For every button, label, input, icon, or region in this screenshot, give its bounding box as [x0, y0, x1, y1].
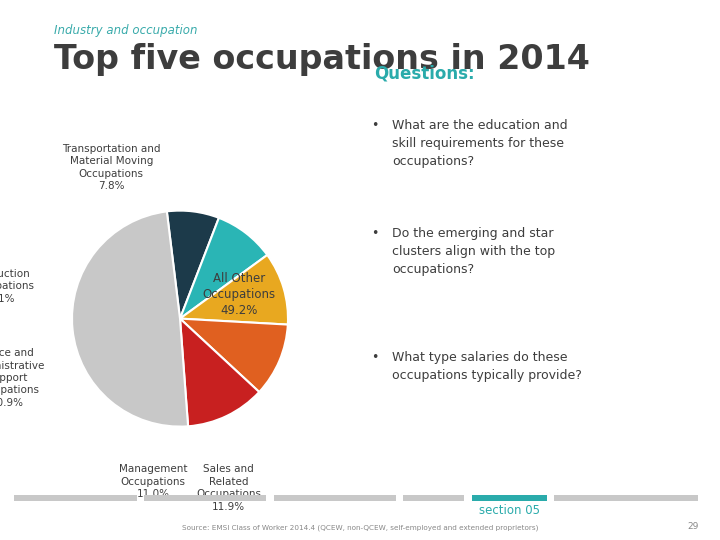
Text: What type salaries do these
occupations typically provide?: What type salaries do these occupations …	[392, 351, 582, 382]
Wedge shape	[167, 211, 219, 319]
Text: Questions:: Questions:	[374, 65, 475, 83]
Text: Source: EMSI Class of Worker 2014.4 (QCEW, non-QCEW, self-employed and extended : Source: EMSI Class of Worker 2014.4 (QCE…	[182, 525, 538, 531]
Text: Office and
Administrative
Support
Occupations
10.9%: Office and Administrative Support Occupa…	[0, 348, 45, 408]
Text: Top five occupations in 2014: Top five occupations in 2014	[54, 43, 590, 76]
Wedge shape	[180, 319, 259, 426]
Wedge shape	[72, 211, 188, 427]
Text: Do the emerging and star
clusters align with the top
occupations?: Do the emerging and star clusters align …	[392, 227, 556, 276]
Text: Industry and occupation: Industry and occupation	[54, 24, 197, 37]
Text: •: •	[371, 351, 378, 364]
Wedge shape	[180, 218, 267, 319]
Text: section 05: section 05	[479, 504, 540, 517]
Text: Production
Occupations
9.1%: Production Occupations 9.1%	[0, 269, 34, 303]
Wedge shape	[180, 255, 288, 325]
Text: Transportation and
Material Moving
Occupations
7.8%: Transportation and Material Moving Occup…	[62, 144, 161, 191]
Text: •: •	[371, 119, 378, 132]
Text: What are the education and
skill requirements for these
occupations?: What are the education and skill require…	[392, 119, 568, 168]
Text: All Other
Occupations
49.2%: All Other Occupations 49.2%	[203, 272, 276, 318]
Text: Sales and
Related
Occupations
11.9%: Sales and Related Occupations 11.9%	[196, 464, 261, 511]
Text: •: •	[371, 227, 378, 240]
Wedge shape	[180, 319, 288, 392]
Text: 29: 29	[687, 522, 698, 531]
Text: Management
Occupations
11.0%: Management Occupations 11.0%	[119, 464, 187, 499]
